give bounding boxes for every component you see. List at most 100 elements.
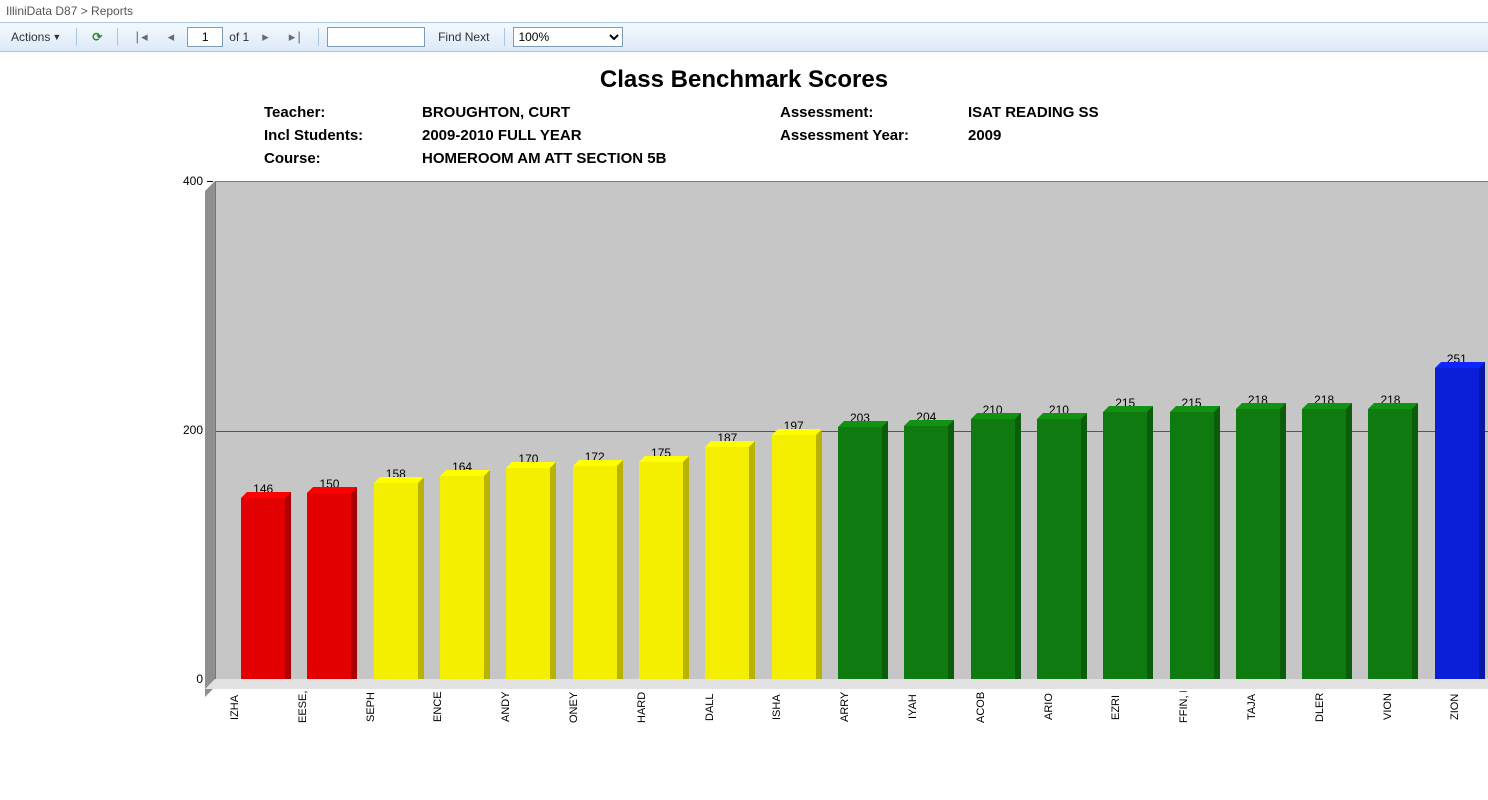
x-axis-label: EZRI <box>1110 691 1178 723</box>
x-axis-label: ARIO <box>1043 691 1111 723</box>
bar: 218 <box>1357 393 1423 680</box>
next-page-button[interactable]: ▸ <box>255 27 276 48</box>
bar-column <box>971 419 1015 680</box>
bar-column <box>307 493 351 680</box>
x-axis-label: IZHA <box>229 691 297 723</box>
bar: 150 <box>296 477 362 680</box>
bar-column <box>1236 409 1280 680</box>
last-page-button[interactable]: ▸| <box>282 27 310 48</box>
bar-column <box>1037 419 1081 680</box>
bar: 218 <box>1225 393 1291 680</box>
x-axis-label: TAJA <box>1246 691 1314 723</box>
x-axis-label: DALL <box>704 691 772 723</box>
bar: 146 <box>230 482 296 680</box>
benchmark-chart: 0200400146150158164170172175187197203204… <box>125 181 1448 729</box>
separator <box>318 28 319 46</box>
bar-column <box>573 466 617 680</box>
bar: 215 <box>1092 396 1158 680</box>
prev-page-icon: ◂ <box>168 30 175 45</box>
page-number-input[interactable] <box>187 27 223 47</box>
find-next-button[interactable]: Find Next <box>431 27 496 47</box>
refresh-icon: ⟳ <box>92 30 102 44</box>
x-axis-label: VION <box>1382 691 1450 723</box>
actions-menu[interactable]: Actions ▼ <box>4 27 68 47</box>
meta-label: Incl Students: <box>264 127 414 144</box>
x-axis-labels: IZHAEESE, ANTASEPHENCEANDYONEYHARDDALLIS… <box>215 691 1488 723</box>
meta-value <box>968 150 1228 167</box>
x-axis-label: DLER <box>1314 691 1382 723</box>
prev-page-button[interactable]: ◂ <box>161 27 182 48</box>
chevron-down-icon: ▼ <box>52 32 61 42</box>
x-axis-label: ARRY <box>839 691 907 723</box>
y-axis-tick-label: 400 <box>167 174 203 188</box>
zoom-select[interactable]: 100% <box>513 27 623 47</box>
page-total-label: of 1 <box>229 30 249 44</box>
bar: 187 <box>694 431 760 680</box>
find-input[interactable] <box>327 27 425 47</box>
bar-column <box>1302 409 1346 680</box>
refresh-button[interactable]: ⟳ <box>85 27 109 47</box>
x-axis-label: IYAH <box>907 691 975 723</box>
last-page-icon: ▸| <box>289 30 303 45</box>
bar: 210 <box>1026 403 1092 680</box>
bar-column <box>241 498 285 680</box>
bar-column <box>374 483 418 680</box>
bar-column <box>772 435 816 680</box>
x-axis-label: ISHA <box>771 691 839 723</box>
plot-bevel <box>205 679 1488 689</box>
report-body: Class Benchmark Scores Teacher: BROUGHTON… <box>0 52 1488 729</box>
bar-column <box>1103 412 1147 680</box>
bar: 215 <box>1158 396 1224 680</box>
report-toolbar: Actions ▼ ⟳ |◂ ◂ of 1 ▸ ▸| Find Next 100… <box>0 22 1488 52</box>
separator <box>117 28 118 46</box>
meta-label: Assessment Year: <box>780 127 960 144</box>
x-axis-label: EESE, ANTA <box>297 691 365 723</box>
bar: 158 <box>363 467 429 680</box>
first-page-button[interactable]: |◂ <box>126 27 154 48</box>
meta-label: Course: <box>264 150 414 167</box>
separator <box>76 28 77 46</box>
x-axis-label: SEPH <box>365 691 433 723</box>
bar: 197 <box>761 419 827 680</box>
y-axis-tick-label: 0 <box>167 672 203 686</box>
bar: 175 <box>628 446 694 680</box>
bar-column <box>1170 412 1214 680</box>
first-page-icon: |◂ <box>133 30 147 45</box>
meta-value: BROUGHTON, CURT <box>422 104 772 121</box>
x-axis-label: HARD <box>636 691 704 723</box>
bar-column <box>440 476 484 680</box>
bar: 210 <box>959 403 1025 680</box>
actions-label: Actions <box>11 30 50 44</box>
report-metadata: Teacher:BROUGHTON, CURTAssessment:ISAT R… <box>264 104 1224 167</box>
y-axis-tick-label: 200 <box>167 423 203 437</box>
bar-column <box>639 462 683 680</box>
bar-column <box>705 447 749 680</box>
meta-value: HOMEROOM AM ATT SECTION 5B <box>422 150 772 167</box>
report-title: Class Benchmark Scores <box>40 66 1448 94</box>
bar: 172 <box>562 450 628 680</box>
x-axis-label: ACOB <box>975 691 1043 723</box>
bar: 251 <box>1424 352 1488 680</box>
bar-column <box>1368 409 1412 680</box>
x-axis-label: ZION <box>1449 691 1488 723</box>
meta-label: Teacher: <box>264 104 414 121</box>
x-axis-label: FFIN, MINA <box>1178 691 1246 723</box>
meta-label <box>780 150 960 167</box>
bar-column <box>838 427 882 680</box>
plot-bevel <box>205 181 215 697</box>
next-page-icon: ▸ <box>262 30 269 45</box>
meta-value: 2009-2010 FULL YEAR <box>422 127 772 144</box>
plot-area: 1461501581641701721751871972032042102102… <box>215 181 1488 681</box>
bar-column <box>1435 368 1479 680</box>
y-axis-tick-mark <box>207 181 213 182</box>
x-axis-label: ANDY <box>500 691 568 723</box>
meta-value: 2009 <box>968 127 1228 144</box>
bar: 164 <box>429 460 495 680</box>
separator <box>504 28 505 46</box>
bar: 218 <box>1291 393 1357 680</box>
meta-value: ISAT READING SS <box>968 104 1228 121</box>
bar: 204 <box>893 410 959 680</box>
bar-column <box>506 468 550 680</box>
meta-label: Assessment: <box>780 104 960 121</box>
breadcrumb: IlliniData D87 > Reports <box>0 0 1488 22</box>
